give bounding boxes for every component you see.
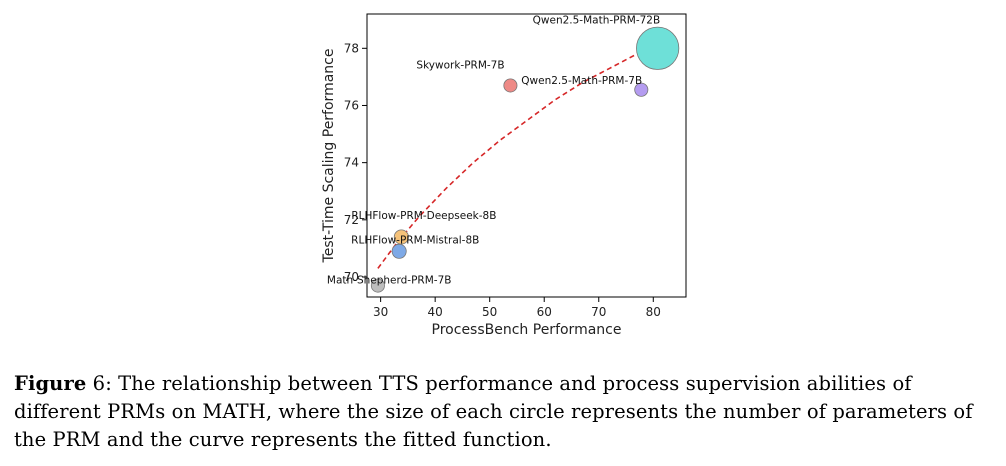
y-axis-label: Test-Time Scaling Performance bbox=[321, 49, 337, 264]
x-tick-label: 50 bbox=[482, 305, 497, 319]
y-tick-label: 74 bbox=[344, 156, 359, 170]
point-label: RLHFlow-PRM-Mistral-8B bbox=[351, 234, 479, 246]
data-point bbox=[503, 78, 518, 93]
point-label: Qwen2.5-Math-PRM-72B bbox=[533, 14, 661, 26]
x-tick-label: 70 bbox=[591, 305, 606, 319]
point-label: Qwen2.5-Math-PRM-7B bbox=[521, 75, 642, 87]
data-point bbox=[634, 82, 649, 97]
y-tick-label: 76 bbox=[344, 98, 359, 112]
chart: 30 40 50 60 70 80 70 72 74 76 78 Math-Shepherd-PRM… bbox=[321, 13, 687, 338]
ticks-layer: 30 40 50 60 70 80 70 72 74 76 78 bbox=[344, 41, 661, 319]
point-label: Skywork-PRM-7B bbox=[416, 59, 504, 71]
data-point bbox=[370, 278, 385, 293]
x-tick-label: 40 bbox=[428, 305, 443, 319]
y-tick-label: 70 bbox=[344, 270, 359, 284]
plot-frame bbox=[366, 13, 687, 298]
data-point bbox=[636, 26, 680, 70]
fitted-curve bbox=[377, 46, 659, 269]
data-point bbox=[393, 229, 409, 245]
y-tick-label: 72 bbox=[344, 213, 359, 227]
fit-curve-layer bbox=[377, 46, 659, 269]
x-tick-label: 30 bbox=[373, 305, 388, 319]
figure-caption: Figure 6: The relationship between TTS p… bbox=[14, 370, 999, 454]
x-axis-label: ProcessBench Performance bbox=[432, 322, 622, 338]
point-labels-layer: Math-Shepherd-PRM-7B RLHFlow-PRM-Mistral-… bbox=[327, 14, 660, 286]
caption-figure-label: Figure bbox=[14, 372, 87, 395]
point-label: RLHFlow-PRM-Deepseek-8B bbox=[351, 210, 496, 222]
caption-figure-number: 6 bbox=[92, 372, 106, 395]
caption-text: : The relationship between TTS performan… bbox=[14, 372, 973, 451]
y-tick-label: 78 bbox=[344, 41, 359, 55]
x-tick-label: 60 bbox=[537, 305, 552, 319]
data-point bbox=[391, 243, 407, 259]
point-label: Math-Shepherd-PRM-7B bbox=[327, 275, 452, 287]
points-layer bbox=[370, 26, 680, 293]
x-tick-label: 80 bbox=[646, 305, 661, 319]
